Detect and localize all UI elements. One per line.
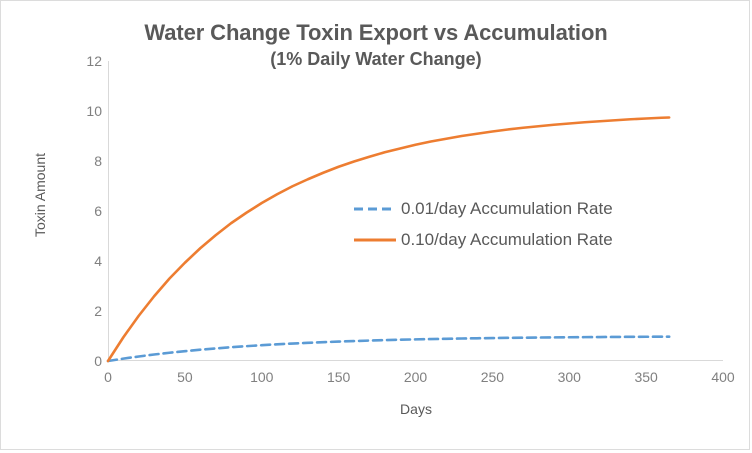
y-tick-label: 8 (94, 153, 102, 169)
legend-entry-1[interactable]: 0.01/day Accumulation Rate (353, 193, 693, 224)
legend-swatch-2-icon (353, 233, 397, 247)
x-tick-label: 50 (177, 369, 193, 385)
series-layer (106, 116, 671, 363)
x-tick-label: 100 (250, 369, 274, 385)
x-tick-label: 150 (326, 369, 351, 385)
series-line-2 (106, 116, 671, 363)
x-axis-title: Days (400, 401, 432, 417)
x-tick-label: 0 (104, 369, 112, 385)
legend-label-2: 0.10/day Accumulation Rate (401, 229, 613, 249)
y-tick-label: 2 (94, 303, 102, 319)
y-tick-label: 0 (94, 353, 102, 369)
y-axis-tick-labels: 0 2 4 6 8 10 12 (56, 1, 102, 453)
x-tick-label: 300 (557, 369, 581, 385)
chart-title: Water Change Toxin Export vs Accumulatio… (144, 20, 608, 45)
legend-entry-2[interactable]: 0.10/day Accumulation Rate (353, 224, 693, 255)
y-tick-label: 4 (94, 253, 102, 269)
x-tick-label: 400 (711, 369, 735, 385)
legend-swatch-1-icon (353, 202, 397, 216)
x-tick-label: 250 (480, 369, 505, 385)
axis-lines (108, 61, 723, 361)
x-tick-label: 350 (634, 369, 658, 385)
series-line-1 (106, 335, 671, 363)
y-tick-label: 6 (94, 203, 102, 219)
plot-svg (106, 61, 723, 363)
y-axis-title: Toxin Amount (32, 152, 48, 238)
y-tick-label: 12 (86, 53, 102, 69)
y-tick-label: 10 (86, 103, 102, 119)
plot-area (106, 61, 723, 363)
chart-legend: 0.01/day Accumulation Rate 0.10/day Accum… (353, 193, 693, 255)
x-tick-label: 200 (403, 369, 428, 385)
legend-label-1: 0.01/day Accumulation Rate (401, 198, 613, 218)
